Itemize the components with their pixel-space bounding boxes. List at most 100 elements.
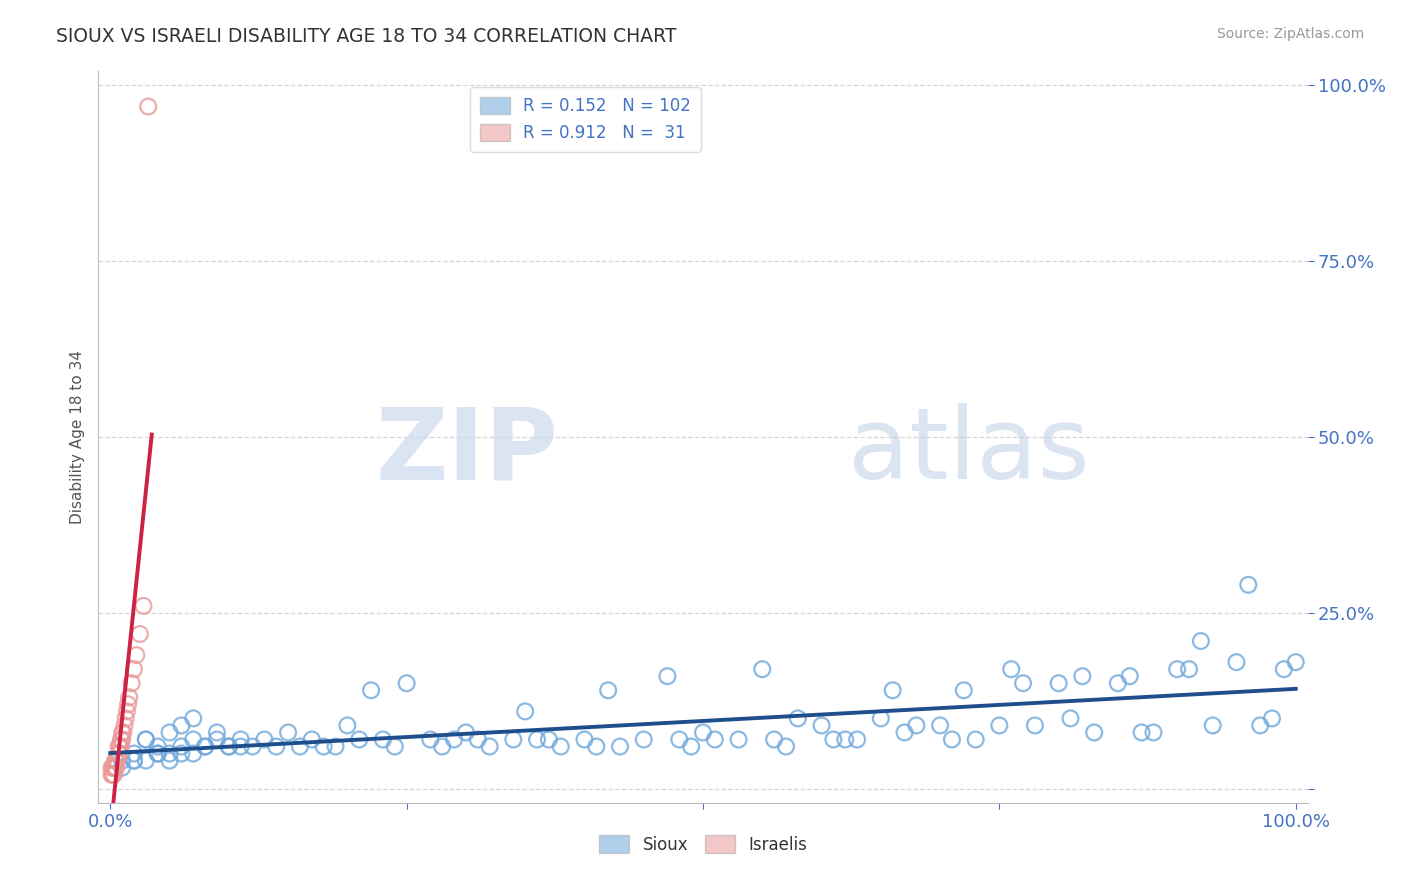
Point: [1107, 676, 1129, 690]
Point: [170, 739, 193, 754]
Point: [574, 732, 596, 747]
Point: [312, 739, 335, 754]
Point: [122, 662, 145, 676]
Point: [104, 754, 127, 768]
Point: [443, 732, 465, 747]
Point: [763, 732, 786, 747]
Point: [135, 754, 157, 768]
Point: [170, 718, 193, 732]
Point: [104, 761, 127, 775]
Point: [1225, 655, 1247, 669]
Point: [135, 732, 157, 747]
Point: [1059, 711, 1081, 725]
Point: [467, 732, 489, 747]
Point: [103, 761, 125, 775]
Point: [105, 761, 128, 775]
Point: [194, 739, 217, 754]
Point: [703, 732, 725, 747]
Point: [117, 698, 139, 712]
Point: [229, 739, 252, 754]
Point: [125, 648, 148, 662]
Point: [419, 732, 441, 747]
Point: [114, 718, 136, 732]
Point: [107, 747, 129, 761]
Point: [360, 683, 382, 698]
Point: [159, 754, 181, 768]
Point: [146, 747, 169, 761]
Point: [1202, 718, 1225, 732]
Point: [111, 732, 134, 747]
Point: [633, 732, 655, 747]
Point: [218, 739, 240, 754]
Point: [1178, 662, 1201, 676]
Point: [585, 739, 607, 754]
Point: [598, 683, 620, 698]
Point: [122, 754, 145, 768]
Text: Source: ZipAtlas.com: Source: ZipAtlas.com: [1216, 27, 1364, 41]
Point: [893, 725, 915, 739]
Point: [515, 705, 537, 719]
Point: [1083, 725, 1105, 739]
Point: [108, 747, 131, 761]
Point: [194, 739, 217, 754]
Point: [122, 747, 145, 761]
Point: [229, 732, 252, 747]
Point: [1166, 662, 1188, 676]
Point: [823, 732, 845, 747]
Point: [1071, 669, 1094, 683]
Point: [146, 739, 169, 754]
Point: [502, 732, 524, 747]
Text: ZIP: ZIP: [375, 403, 558, 500]
Point: [432, 739, 454, 754]
Point: [111, 725, 134, 739]
Point: [1272, 662, 1295, 676]
Point: [668, 732, 690, 747]
Point: [110, 732, 132, 747]
Point: [129, 627, 152, 641]
Point: [1024, 718, 1046, 732]
Point: [727, 732, 749, 747]
Point: [205, 732, 228, 747]
Point: [181, 711, 204, 725]
Point: [1189, 634, 1212, 648]
Point: [751, 662, 773, 676]
Point: [146, 747, 169, 761]
Point: [205, 725, 228, 739]
Point: [395, 676, 418, 690]
Point: [336, 718, 359, 732]
Point: [882, 683, 904, 698]
Point: [114, 711, 136, 725]
Point: [170, 747, 193, 761]
Point: [965, 732, 987, 747]
Point: [347, 732, 370, 747]
Text: SIOUX VS ISRAELI DISABILITY AGE 18 TO 34 CORRELATION CHART: SIOUX VS ISRAELI DISABILITY AGE 18 TO 34…: [56, 27, 676, 45]
Point: [537, 732, 560, 747]
Point: [135, 732, 157, 747]
Point: [1249, 718, 1271, 732]
Point: [101, 761, 124, 775]
Point: [100, 761, 122, 775]
Point: [692, 725, 714, 739]
Point: [775, 739, 797, 754]
Point: [105, 754, 128, 768]
Point: [1142, 725, 1164, 739]
Point: [941, 732, 963, 747]
Point: [277, 725, 299, 739]
Point: [118, 690, 141, 705]
Point: [105, 754, 128, 768]
Point: [834, 732, 856, 747]
Point: [550, 739, 572, 754]
Point: [1285, 655, 1308, 669]
Legend: Sioux, Israelis: Sioux, Israelis: [592, 829, 814, 860]
Point: [103, 767, 125, 781]
Point: [218, 739, 240, 754]
Point: [1012, 676, 1035, 690]
Point: [869, 711, 891, 725]
Point: [101, 767, 124, 781]
Point: [115, 705, 138, 719]
Point: [288, 739, 311, 754]
Point: [846, 732, 869, 747]
Point: [242, 739, 264, 754]
Point: [159, 725, 181, 739]
Point: [1130, 725, 1153, 739]
